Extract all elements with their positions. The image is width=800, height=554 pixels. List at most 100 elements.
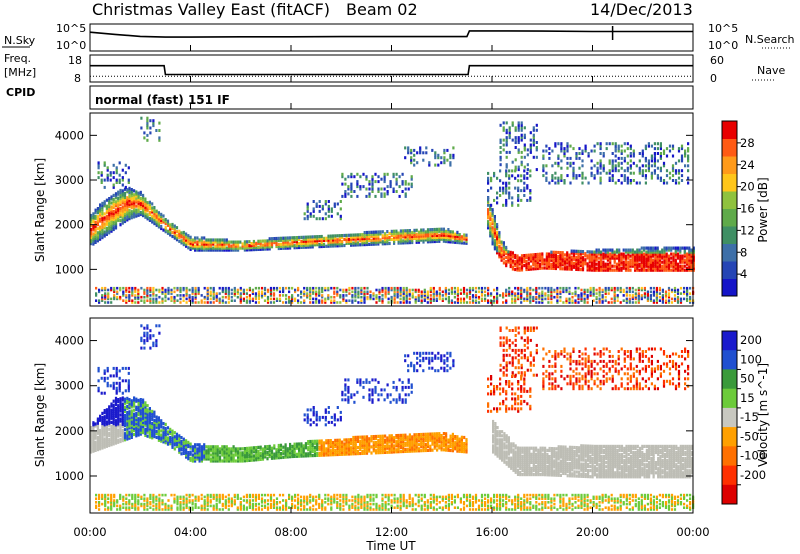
- scatter-cell: [200, 238, 203, 242]
- scatter-cell: [398, 185, 401, 189]
- scatter-cell: [269, 301, 273, 304]
- scatter-cell: [90, 213, 93, 218]
- scatter-cell: [484, 297, 487, 301]
- scatter-cell: [116, 297, 119, 301]
- scatter-cell: [375, 301, 378, 304]
- scatter-cell: [123, 399, 127, 403]
- scatter-cell: [311, 449, 314, 454]
- scatter-cell: [155, 299, 158, 302]
- scatter-cell: [514, 168, 517, 172]
- scatter-cell: [148, 413, 151, 417]
- scatter-cell: [347, 185, 350, 189]
- scatter-cell: [456, 230, 459, 234]
- scatter-cell: [227, 286, 230, 290]
- scatter-cell: [683, 286, 686, 290]
- scatter-cell: [579, 264, 582, 268]
- scatter-cell: [198, 244, 201, 248]
- scatter-cell: [209, 459, 212, 463]
- scatter-cell: [351, 290, 354, 294]
- scatter-cell: [508, 174, 511, 178]
- scatter-cell: [223, 451, 226, 455]
- scatter-cell: [411, 288, 414, 292]
- scatter-cell: [568, 297, 571, 301]
- scatter-cell: [599, 147, 602, 151]
- scatter-cell: [332, 242, 335, 246]
- scatter-cell: [673, 288, 677, 292]
- scatter-cell: [614, 164, 617, 168]
- scatter-cell: [94, 238, 97, 242]
- scatter-cell: [121, 209, 124, 213]
- scatter-cell: [339, 288, 342, 292]
- scatter-cell: [569, 161, 572, 165]
- scatter-cell: [248, 246, 251, 250]
- scatter-cell: [671, 169, 675, 173]
- scatter-cell: [123, 397, 127, 401]
- scatter-cell: [363, 237, 366, 241]
- scatter-cell: [384, 234, 387, 238]
- scatter-cell: [644, 174, 647, 178]
- scatter-cell: [194, 459, 197, 463]
- scatter-cell: [440, 227, 443, 231]
- scatter-cell: [197, 288, 200, 292]
- scatter-cell: [656, 260, 659, 264]
- scatter-cell: [395, 233, 398, 237]
- scatter-cell: [354, 243, 357, 247]
- scatter-cell: [566, 161, 569, 165]
- scatter-cell: [318, 243, 321, 247]
- scatter-cell: [241, 453, 244, 457]
- scatter-cell: [671, 147, 675, 151]
- scatter-cell: [103, 200, 106, 204]
- scatter-cell: [157, 426, 160, 430]
- scatter-cell: [241, 459, 244, 463]
- scatter-cell: [322, 443, 326, 447]
- scatter-cell: [119, 203, 122, 207]
- scatter-cell: [246, 454, 249, 459]
- scatter-cell: [123, 432, 127, 436]
- scatter-cell: [424, 234, 427, 238]
- scatter-cell: [365, 234, 369, 239]
- scatter-cell: [112, 205, 115, 209]
- scatter-cell: [649, 256, 652, 260]
- scatter-cell: [306, 288, 309, 292]
- scatter-cell: [185, 286, 188, 290]
- scatter-cell: [536, 262, 539, 266]
- scatter-cell: [152, 297, 155, 301]
- scatter-cell: [143, 136, 146, 140]
- scatter-cell: [90, 234, 93, 238]
- scatter-cell: [144, 215, 147, 219]
- scatter-cell: [97, 163, 100, 167]
- scatter-cell: [96, 431, 99, 435]
- scatter-cell: [273, 456, 276, 460]
- scatter-cell: [146, 295, 149, 299]
- scatter-cell: [436, 235, 439, 239]
- scatter-cell: [175, 440, 179, 444]
- scatter-cell: [447, 234, 450, 238]
- scatter-cell: [535, 141, 538, 144]
- scatter-cell: [307, 243, 310, 247]
- scatter-cell: [128, 422, 131, 426]
- scatter-cell: [90, 426, 93, 430]
- scatter-cell: [554, 256, 557, 261]
- scatter-cell: [243, 457, 246, 461]
- scatter-cell: [322, 449, 326, 453]
- scatter-cell: [133, 418, 136, 422]
- scatter-cell: [90, 432, 93, 436]
- scatter-cell: [550, 256, 553, 260]
- scatter-cell: [516, 254, 519, 258]
- scatter-cell: [130, 206, 133, 210]
- scatter-cell: [456, 232, 459, 236]
- scatter-cell: [683, 297, 686, 301]
- scatter-cell: [110, 441, 113, 445]
- scatter-cell: [194, 294, 197, 297]
- scatter-cell: [194, 290, 197, 294]
- scatter-cell: [489, 216, 492, 220]
- scatter-cell: [508, 292, 511, 295]
- scatter-cell: [321, 295, 324, 299]
- scatter-cell: [679, 266, 682, 270]
- scatter-cell: [423, 297, 426, 301]
- scatter-cell: [491, 238, 494, 242]
- scatter-cell: [514, 263, 517, 268]
- scatter-cell: [600, 266, 603, 270]
- scatter-cell: [246, 242, 249, 246]
- scatter-cell: [626, 181, 629, 185]
